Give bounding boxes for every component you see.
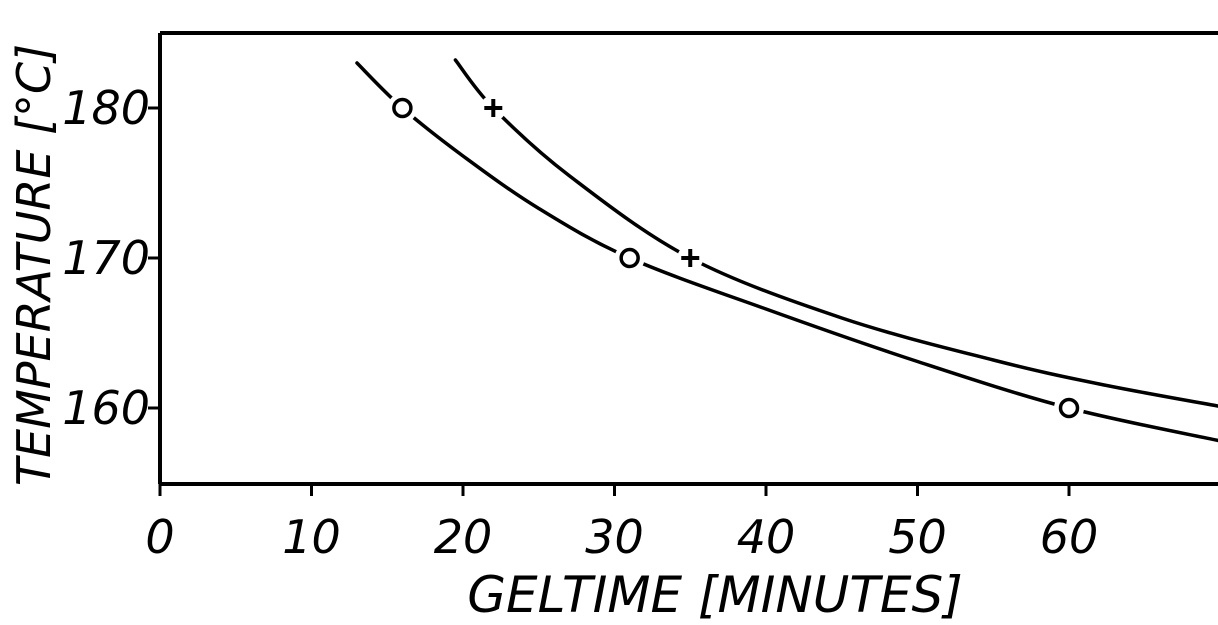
x-tick-label: 60 [1040,510,1099,564]
x-tick-label: 0 [145,510,174,564]
y-tick-label: 170 [62,231,150,285]
x-tick-label: 20 [434,510,493,564]
series-2-curve [453,58,1218,408]
x-tick-label: 50 [888,510,947,564]
y-axis-title: TEMPERATURE [°C] [7,44,61,486]
x-tick-label: 30 [585,510,644,564]
series-curves [355,58,1218,443]
series-markers [387,93,1084,423]
series-1-curve [355,61,1218,443]
x-axis-title: GELTIME [MINUTES] [467,566,962,624]
x-tick-label: 10 [282,510,341,564]
circle-marker [392,97,413,119]
y-axis-ticks: 160 170 180 [62,81,160,435]
circle-marker [1058,397,1080,419]
circle-marker [619,247,640,269]
y-tick-label: 180 [62,81,150,135]
y-tick-label: 160 [62,381,150,435]
x-axis-ticks: 0 10 20 30 40 50 60 [145,484,1099,564]
x-tick-label: 40 [737,510,796,564]
